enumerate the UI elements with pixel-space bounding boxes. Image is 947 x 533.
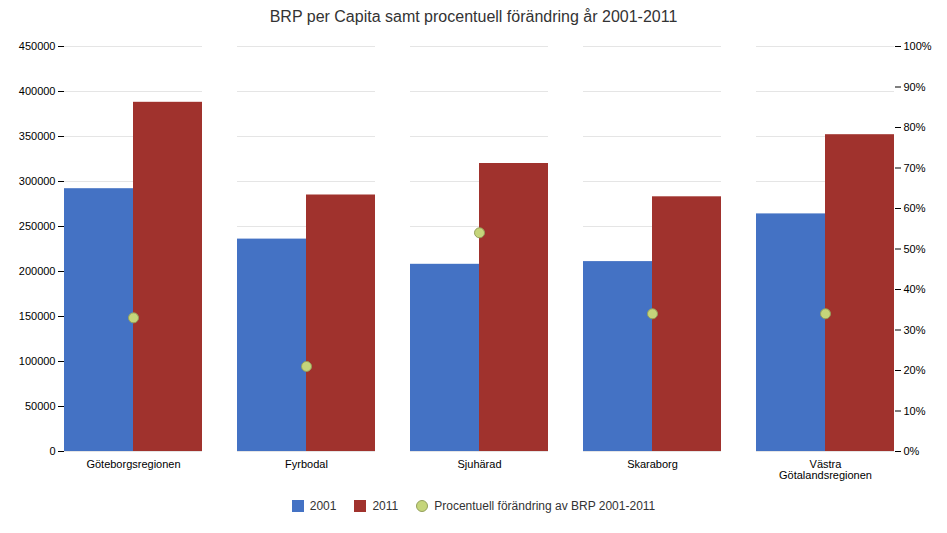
svg-text:100000: 100000 [19,355,56,367]
svg-text:300000: 300000 [19,175,56,187]
html-text:2011: 2011 [372,499,399,513]
svg-text:250000: 250000 [19,220,56,232]
html-text:2001: 2001 [309,499,337,513]
svg-text:50000: 50000 [25,400,56,412]
svg-text:60%: 60% [904,202,926,214]
svg-text:450000: 450000 [19,40,56,52]
html-text:Procentuell förändring av BRP: Procentuell förändring av BRP 2001-2011 [434,499,656,513]
svg-text:100%: 100% [904,40,932,52]
html-text:BRP per Capita samt procentuel: BRP per Capita samt procentuell förändri… [269,8,678,25]
svg-text:90%: 90% [904,81,926,93]
svg-text:Fyrbodal: Fyrbodal [285,458,328,470]
svg-text:Göteborgsregionen: Göteborgsregionen [86,458,180,470]
svg-text:70%: 70% [904,162,926,174]
svg-text:350000: 350000 [19,130,56,142]
svg-text:400000: 400000 [19,85,56,97]
svg-text:30%: 30% [904,324,926,336]
svg-text:200000: 200000 [19,265,56,277]
svg-text:0%: 0% [904,445,920,457]
svg-text:150000: 150000 [19,310,56,322]
svg-text:50%: 50% [904,243,926,255]
svg-text:0: 0 [49,445,55,457]
svg-text:Skaraborg: Skaraborg [627,458,678,470]
svg-text:Sjuhärad: Sjuhärad [457,458,501,470]
svg-text:10%: 10% [904,405,926,417]
svg-text:80%: 80% [904,121,926,133]
svg-text:20%: 20% [904,364,926,376]
svg-text:40%: 40% [904,283,926,295]
svg-text:VästraGötalandsregionen: VästraGötalandsregionen [779,458,872,481]
